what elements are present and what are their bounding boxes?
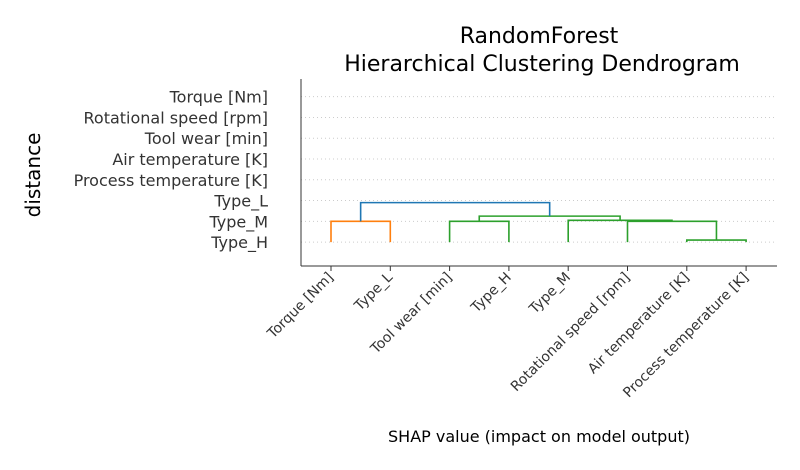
dendrogram-link <box>330 220 392 243</box>
y-tick-label: Air temperature [K] <box>112 150 268 169</box>
x-tick-label: Air temperature [K] <box>585 270 693 378</box>
x-tick-label: Type_M <box>526 270 574 318</box>
x-tick-label: Type_L <box>351 269 396 314</box>
y-tick-label: Type_L <box>213 192 268 212</box>
y-tick-label: Type_H <box>210 233 268 253</box>
y-tick-label: Type_M <box>208 212 268 232</box>
y-tick-label: Rotational speed [rpm] <box>84 108 268 127</box>
chart-title-line2: Hierarchical Clustering Dendrogram <box>344 52 740 77</box>
dendrogram-link <box>626 220 718 243</box>
grid-lines <box>301 96 777 243</box>
dendrogram-links <box>330 201 747 243</box>
dendrogram-link <box>448 220 510 243</box>
chart-title-line1: RandomForest <box>460 24 619 49</box>
x-tick-label: Type_H <box>468 270 515 317</box>
y-axis-label: distance <box>21 133 45 218</box>
y-tick-label: Tool wear [min] <box>144 129 268 148</box>
y-tick-label: Process temperature [K] <box>74 171 268 190</box>
axes <box>300 79 777 267</box>
dendrogram-link <box>567 219 673 243</box>
x-tick-label: Process temperature [K] <box>620 270 752 402</box>
dendrogram-link <box>359 201 551 222</box>
x-tick-label: Rotational speed [rpm] <box>508 270 633 395</box>
x-tick-label: Torque [Nm] <box>264 270 337 343</box>
y-tick-labels: Torque [Nm]Rotational speed [rpm] Tool we… <box>74 88 269 253</box>
x-axis-label: SHAP value (impact on model output) <box>388 427 690 446</box>
dendrogram-link <box>686 239 747 243</box>
y-tick-label: Torque [Nm] <box>169 88 268 107</box>
